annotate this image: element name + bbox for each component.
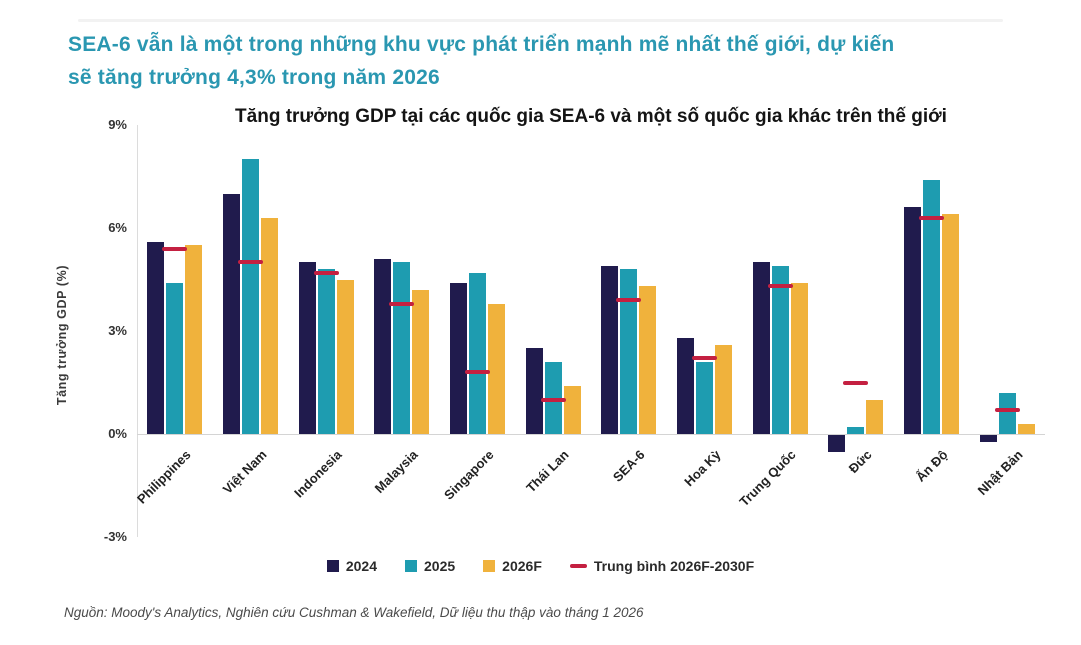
legend-swatch-2025-icon	[405, 560, 418, 572]
bar-2024-hoa-ky	[677, 337, 694, 434]
bar-2025-singapore	[469, 272, 486, 434]
x-label-nhat-ban: Nhật Bản	[974, 447, 1026, 498]
bar-2024-thai-lan	[525, 348, 543, 434]
legend-item-2025: 2025	[405, 558, 455, 574]
bar-2025-hoa-ky	[696, 361, 713, 434]
bar-2024-singapore	[450, 282, 467, 434]
y-tick-label: 6%	[108, 220, 127, 235]
y-tick-label: 3%	[108, 323, 127, 338]
bar-2026f--uc	[866, 399, 884, 434]
y-axis-title: Tăng trưởng GDP (%)	[55, 264, 69, 406]
bar-2026f-malaysia	[412, 289, 430, 434]
source-note: Nguồn: Moody's Analytics, Nghiên cứu Cus…	[64, 605, 644, 620]
bar-2024-trung-quoc	[752, 262, 770, 434]
bar-2026f-nhat-ban	[1017, 423, 1035, 434]
avg-dash-malaysia	[389, 301, 415, 306]
avg-dash-an-o	[919, 215, 944, 220]
y-tick-label: 0%	[108, 426, 127, 441]
avg-dash--uc	[843, 380, 869, 385]
plot-area: 9% 6% 3% 0% -3% Philippines Việt Nam Indonesia M…	[104, 117, 1045, 544]
bar-2024-philippines	[147, 241, 165, 434]
bar-2024-sea-6	[601, 265, 619, 434]
bar-2025-nhat-ban	[998, 392, 1016, 434]
bar-2026f-sea-6	[639, 286, 657, 434]
page-title-line2: sẽ tăng trưởng 4,3% trong năm 2026	[68, 66, 440, 89]
legend-item-2024: 2024	[326, 558, 378, 574]
bar-2024-nhat-ban	[979, 435, 997, 442]
legend-swatch-2024-icon	[326, 560, 339, 572]
x-label-singapore: Singapore	[440, 447, 497, 503]
legend-label-2026f: 2026F	[502, 558, 542, 574]
avg-dash-thai-lan	[540, 397, 566, 402]
chart-title: Tăng trưởng GDP tại các quốc gia SEA-6 v…	[235, 106, 947, 127]
legend: 2024 2025 2026F Trung bình 2026F-2030F	[0, 558, 1081, 574]
avg-dash-nhat-ban	[994, 407, 1020, 412]
y-tick-label: -3%	[103, 529, 127, 544]
avg-dash-hoa-ky	[692, 356, 717, 361]
bar-2025-malaysia	[393, 262, 411, 434]
bar-2026f-an-o	[942, 214, 959, 434]
legend-label-average: Trung bình 2026F-2030F	[593, 558, 755, 574]
bar-2026f-thai-lan	[563, 385, 581, 434]
avg-dash-sea-6	[616, 298, 642, 303]
bar-2026f-hoa-ky	[715, 344, 732, 434]
bar-2026f-philippines	[185, 245, 203, 434]
bar-2025-sea-6	[620, 269, 638, 434]
x-label-malaysia: Malaysia	[371, 447, 421, 496]
x-label-thai-lan: Thái Lan	[523, 447, 572, 496]
avg-dash-indonesia	[313, 270, 339, 275]
bar-2024-viet-nam	[223, 193, 240, 434]
bar-2026f-singapore	[488, 303, 505, 434]
bar-2024-indonesia	[298, 262, 316, 434]
bar-2026f-indonesia	[336, 279, 354, 434]
bar-2024--uc	[828, 435, 846, 453]
top-divider	[78, 19, 1003, 22]
avg-dash-trung-quoc	[767, 284, 793, 289]
bar-2025-indonesia	[317, 269, 335, 434]
legend-dash-icon	[569, 564, 587, 568]
x-label-indonesia: Indonesia	[291, 447, 345, 501]
bar-2025-viet-nam	[242, 159, 259, 434]
bar-2026f-viet-nam	[261, 217, 278, 434]
avg-dash-singapore	[465, 370, 490, 375]
legend-label-2024: 2024	[345, 558, 378, 574]
bar-2026f-trung-quoc	[790, 282, 808, 434]
bar-2025--uc	[847, 427, 865, 434]
avg-dash-philippines	[162, 246, 188, 251]
page-title-line1: SEA-6 vẫn là một trong những khu vực phá…	[68, 33, 895, 56]
zero-baseline	[137, 434, 1045, 435]
legend-label-2025: 2025	[424, 558, 456, 574]
bar-2024-malaysia	[374, 258, 392, 434]
x-label-an-o: Ấn Độ	[912, 447, 951, 485]
x-label-hoa-ky: Hoa Kỳ	[680, 447, 724, 490]
x-label-philippines: Philippines	[133, 447, 194, 507]
page-title: SEA-6 vẫn là một trong những khu vực phá…	[68, 28, 1018, 94]
avg-dash-viet-nam	[238, 260, 263, 265]
x-label-trung-quoc: Trung Quốc	[736, 447, 799, 510]
x-label-sea-6: SEA-6	[609, 447, 648, 485]
x-label-viet-nam: Việt Nam	[219, 447, 270, 497]
legend-swatch-2026f-icon	[483, 560, 496, 572]
y-axis-line	[137, 125, 138, 537]
legend-item-average: Trung bình 2026F-2030F	[569, 558, 755, 574]
bar-2025-trung-quoc	[771, 265, 789, 434]
y-tick-label: 9%	[108, 117, 127, 132]
bar-2024-an-o	[904, 207, 921, 434]
bar-2025-philippines	[166, 282, 184, 434]
x-label--uc: Đức	[845, 447, 875, 477]
bar-2025-an-o	[923, 179, 940, 434]
legend-item-2026f: 2026F	[483, 558, 542, 574]
